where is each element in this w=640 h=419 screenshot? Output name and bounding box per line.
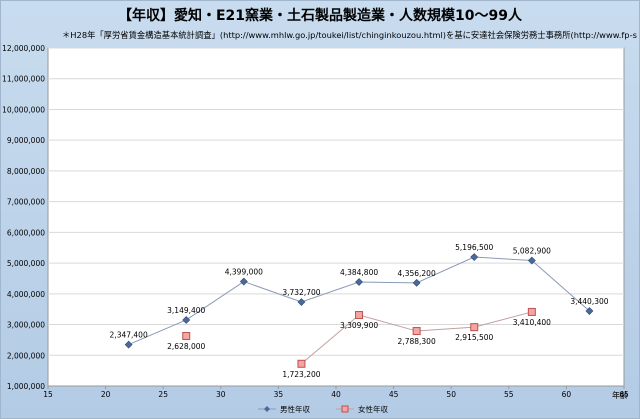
data-label: 1,723,200 (282, 370, 320, 379)
y-tick-label: 12,000,000 (2, 44, 45, 53)
data-label: 4,384,800 (340, 268, 378, 277)
chart-source-note: ＊H28年「厚労省賃金構造基本統計調査」(http://www.mhlw.go.… (62, 30, 637, 40)
data-label: 3,440,300 (570, 297, 608, 306)
data-label: 2,347,400 (110, 331, 148, 340)
y-tick-label: 5,000,000 (7, 259, 45, 268)
y-tick-label: 2,000,000 (7, 351, 45, 360)
y-tick-label: 7,000,000 (7, 198, 45, 207)
y-tick-label: 3,000,000 (7, 321, 45, 330)
data-point-male (412, 278, 421, 287)
data-label: 2,628,000 (167, 342, 205, 351)
data-label: 4,356,200 (398, 269, 436, 278)
y-tick-label: 4,000,000 (7, 290, 45, 299)
x-tick-label: 20 (101, 390, 111, 399)
data-label: 5,196,500 (455, 243, 493, 252)
data-point-male (585, 307, 594, 315)
data-label: 2,788,300 (398, 337, 436, 346)
legend-label: 女性年収 (358, 404, 388, 414)
data-point-female (355, 311, 364, 320)
data-point-male (297, 298, 306, 306)
y-tick-label: 8,000,000 (7, 167, 45, 176)
data-label: 3,410,400 (513, 318, 551, 327)
data-point-female (470, 323, 479, 332)
y-tick-label: 10,000,000 (2, 105, 45, 114)
x-axis-title: 年齢 (612, 390, 628, 400)
x-tick-label: 35 (274, 390, 284, 399)
data-point-male (527, 256, 536, 265)
data-point-male (355, 278, 363, 286)
data-point-male (182, 316, 191, 324)
data-label: 3,732,700 (282, 288, 320, 297)
x-tick-label: 40 (331, 390, 341, 399)
x-tick-label: 50 (446, 390, 456, 399)
x-tick-label: 30 (216, 390, 226, 399)
x-tick-label: 25 (158, 390, 168, 399)
legend-label: 男性年収 (280, 404, 310, 414)
data-label: 3,149,400 (167, 306, 205, 315)
x-tick-label: 60 (562, 390, 572, 399)
y-tick-label: 1,000,000 (7, 382, 45, 391)
data-point-female (297, 359, 306, 368)
x-tick-label: 65 (619, 390, 629, 399)
data-point-female (182, 331, 191, 340)
plot-area (47, 47, 625, 387)
data-point-female (527, 307, 536, 316)
y-tick-label: 11,000,000 (2, 75, 45, 84)
legend-marker-female (341, 405, 349, 413)
data-label: 5,082,900 (513, 247, 551, 256)
y-tick-label: 6,000,000 (7, 228, 45, 237)
chart-title: 【年収】愛知・E21窯業・土石製品製造業・人数規模10～99人 (117, 8, 522, 24)
data-point-male (239, 277, 248, 286)
y-tick-label: 9,000,000 (7, 136, 45, 145)
data-label: 3,309,900 (340, 321, 378, 330)
x-tick-label: 15 (43, 390, 53, 399)
x-tick-label: 45 (389, 390, 399, 399)
legend-marker-male (264, 406, 270, 412)
data-label: 4,399,000 (225, 268, 263, 277)
data-point-male (124, 340, 133, 349)
x-tick-label: 55 (504, 390, 514, 399)
data-point-female (412, 327, 421, 336)
data-point-male (470, 253, 479, 261)
data-label: 2,915,500 (455, 333, 493, 342)
